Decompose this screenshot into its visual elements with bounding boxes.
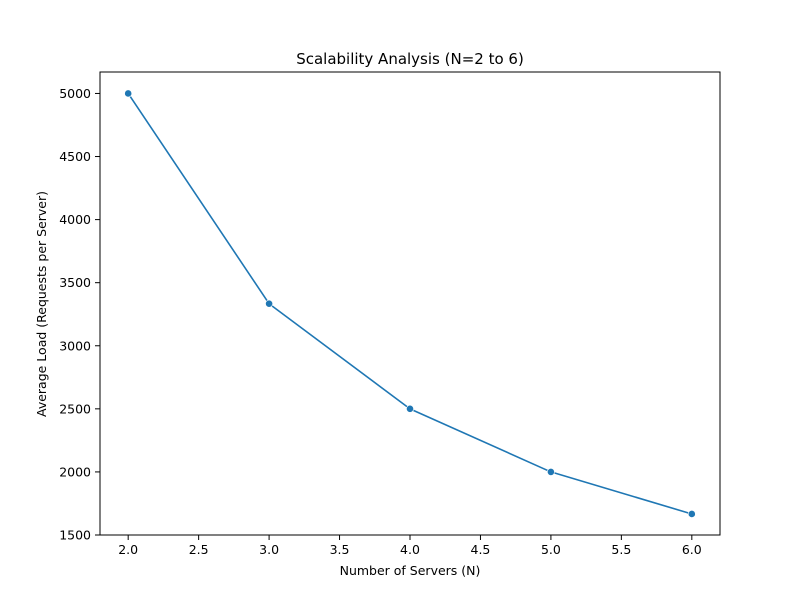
- x-tick-label: 3.5: [330, 542, 350, 557]
- x-tick-label: 5.5: [611, 542, 631, 557]
- data-point: [406, 404, 414, 413]
- x-tick-label: 4.5: [471, 542, 491, 557]
- y-tick-label: 2500: [59, 401, 91, 416]
- y-tick-label: 3500: [59, 275, 91, 290]
- data-point: [547, 468, 555, 476]
- y-tick-label: 4500: [59, 149, 91, 164]
- x-tick-label: 2.0: [118, 542, 138, 557]
- chart-title: Scalability Analysis (N=2 to 6): [296, 50, 524, 68]
- x-tick-label: 6.0: [682, 542, 702, 557]
- axes-frame: [99, 71, 721, 536]
- plot-area: 2.0 2.5 3.0 3.5 4.0 4.5 5.0 5.5 6.0 1500 2000 2500 3…: [59, 71, 721, 557]
- y-tick-label: 2000: [59, 464, 91, 479]
- x-tick-label: 4.0: [400, 542, 420, 557]
- x-tick-label: 3.0: [259, 542, 279, 557]
- y-axis-title: Average Load (Requests per Server): [34, 191, 49, 417]
- data-point: [124, 89, 133, 98]
- x-axis-title: Number of Servers (N): [340, 563, 481, 578]
- x-tick-label: 2.5: [189, 542, 209, 557]
- y-tick-label: 5000: [59, 86, 91, 101]
- y-tick-label: 3000: [59, 338, 91, 353]
- data-point: [265, 299, 273, 308]
- y-tick-label: 1500: [59, 528, 91, 543]
- data-point: [687, 510, 696, 518]
- y-tick-label: 4000: [59, 212, 91, 227]
- x-tick-label: 5.0: [541, 542, 561, 557]
